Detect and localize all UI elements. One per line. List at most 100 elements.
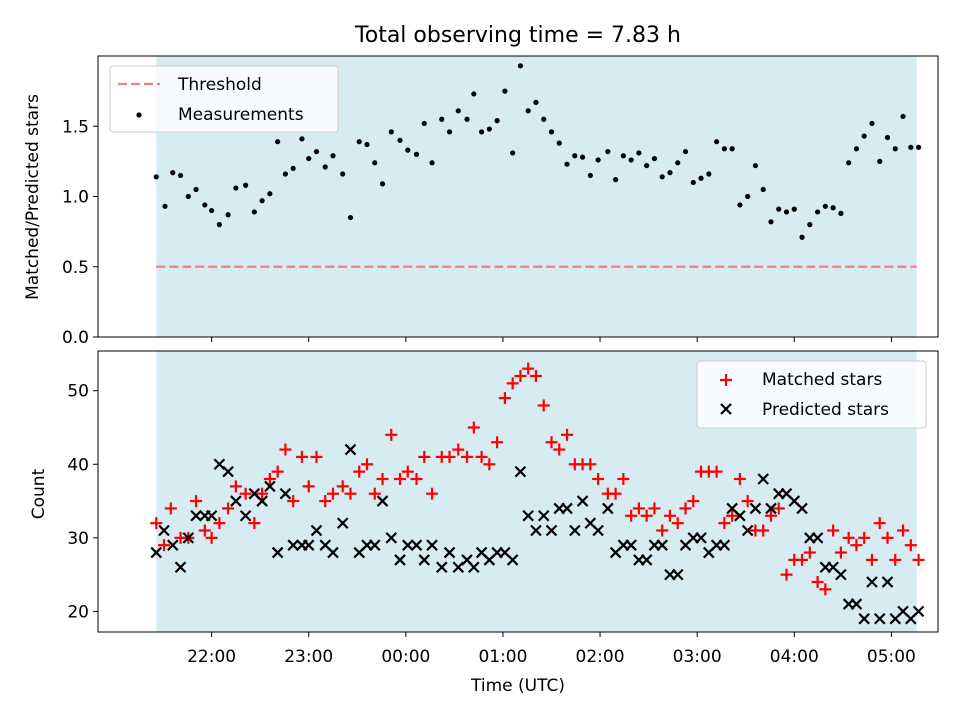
predicted-star-point [182, 532, 195, 544]
matched-star-point [733, 472, 746, 485]
predicted-star-point [569, 524, 581, 537]
measurement-point [267, 191, 273, 197]
measurement-point [838, 210, 844, 216]
matched-star-point [842, 531, 855, 544]
matched-stars-points [150, 362, 925, 596]
matched-star-point [426, 487, 439, 500]
predicted-star-point [302, 539, 315, 551]
measurement-point [306, 155, 312, 162]
bottom-y-axis-label: Count [29, 468, 49, 519]
x-tick-label: 02:00 [576, 647, 625, 667]
measurement-point [372, 160, 378, 166]
predicted-star-point [873, 612, 886, 625]
predicted-star-point [561, 502, 573, 515]
measurement-point [455, 108, 461, 114]
measurement-point [579, 154, 586, 160]
measurement-point [752, 162, 759, 169]
measurement-point [587, 172, 593, 179]
matched-star-point [279, 443, 292, 456]
matched-star-point [327, 487, 340, 500]
top-y-ticks: 0.0 0.5 1.0 1.5 [62, 117, 98, 348]
chart-title: Total observing time = 7.83 h [354, 23, 681, 48]
matched-star-point [376, 472, 389, 485]
measurement-point [667, 170, 673, 176]
predicted-star-point [576, 495, 589, 507]
x-tick-label: 22:00 [187, 647, 236, 667]
measurement-point [698, 175, 704, 181]
matched-star-point [336, 480, 349, 493]
predicted-star-point [749, 502, 762, 515]
measurement-point [356, 139, 362, 145]
matched-star-point [772, 502, 785, 515]
measurement-point [548, 129, 555, 135]
measurement-point [628, 157, 634, 163]
matched-star-point [222, 502, 235, 515]
predicted-star-point [205, 509, 218, 522]
matched-star-point [256, 487, 269, 500]
predicted-star-point [174, 561, 187, 574]
predicted-star-point [640, 554, 653, 566]
measurement-point [644, 162, 650, 169]
measurement-point [605, 148, 611, 155]
predicted-star-point [222, 465, 234, 478]
matched-star-point [889, 553, 902, 566]
predicted-star-point [327, 546, 339, 559]
measurement-point [340, 171, 346, 177]
matched-star-point [248, 517, 261, 530]
top-legend-box [109, 65, 339, 133]
measurement-point [884, 134, 891, 141]
matched-star-point [803, 546, 816, 559]
matched-star-point [491, 436, 504, 449]
matched-star-point [295, 450, 308, 463]
y-tick-label: 50 [67, 382, 89, 402]
top-x-ticks [211, 337, 892, 342]
measurement-point [517, 63, 524, 69]
measurement-point [290, 165, 296, 171]
matched-star-point [368, 487, 381, 500]
measurement-point [541, 116, 547, 122]
measurement-point [595, 157, 601, 163]
predicted-star-point [718, 539, 731, 551]
y-tick-label: 20 [67, 602, 89, 622]
legend-measurements-swatch [136, 112, 142, 118]
matched-star-point [865, 553, 878, 566]
measurement-point [429, 160, 435, 166]
x-tick-label: 23:00 [284, 647, 333, 667]
matched-star-point [418, 450, 431, 463]
measurement-point [853, 146, 860, 152]
matched-star-point [632, 502, 645, 515]
matched-star-point [158, 539, 171, 552]
measurement-point [177, 172, 184, 179]
measurement-point [768, 219, 774, 225]
measurement-point [525, 108, 531, 114]
matched-star-point [648, 502, 661, 515]
measurement-point [783, 209, 790, 215]
measurement-point [153, 174, 159, 180]
predicted-star-point [256, 495, 268, 507]
predicted-star-point [514, 465, 527, 478]
matched-star-point [850, 539, 863, 552]
matched-star-point [679, 502, 692, 515]
x-tick-label: 04:00 [770, 647, 819, 667]
measurement-point [659, 174, 665, 180]
matched-star-point [353, 465, 366, 478]
matched-star-point [687, 495, 700, 508]
measurement-point [413, 151, 420, 157]
matched-star-point [710, 465, 723, 478]
matched-star-point [271, 465, 284, 478]
measurement-point [713, 139, 720, 145]
measurement-point [830, 205, 836, 211]
matched-star-point [912, 553, 925, 566]
predicted-star-point [741, 524, 754, 537]
predicted-star-point [734, 509, 746, 522]
measurement-point [397, 137, 403, 143]
predicted-star-point [410, 539, 423, 551]
predicted-star-point [545, 524, 558, 537]
predicted-star-point [385, 532, 398, 544]
y-tick-label: 40 [67, 455, 89, 475]
measurement-point [636, 150, 642, 156]
matched-star-point [198, 524, 211, 537]
measurement-point [347, 214, 354, 221]
predicted-star-point [310, 524, 323, 537]
matched-star-point [164, 502, 177, 515]
